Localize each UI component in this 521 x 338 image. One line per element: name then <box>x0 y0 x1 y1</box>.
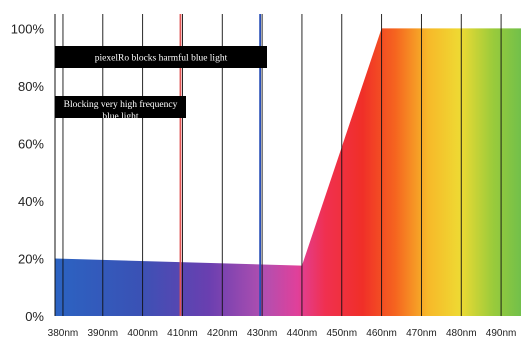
annotation-box <box>55 46 267 68</box>
x-tick-label: 420nm <box>207 328 238 338</box>
y-tick-label: 0% <box>25 309 44 324</box>
series-area-0 <box>55 28 521 317</box>
y-tick-label: 80% <box>18 79 44 94</box>
annotation-1: Blocking very high frequency blue light <box>55 96 186 122</box>
x-tick-label: 480nm <box>446 328 477 338</box>
x-tick-label: 450nm <box>326 328 357 338</box>
x-tick-label: 490nm <box>486 328 517 338</box>
y-tick-label: 100% <box>11 21 45 36</box>
x-tick-label: 440nm <box>287 328 318 338</box>
annotation-text: piexelRo blocks harmful blue light <box>95 53 228 64</box>
y-tick-label: 20% <box>18 251 44 266</box>
annotation-0: piexelRo blocks harmful blue light <box>55 46 267 68</box>
x-tick-label: 460nm <box>366 328 397 338</box>
annotation-box <box>55 96 186 118</box>
x-tick-label: 470nm <box>406 328 437 338</box>
y-tick-label: 40% <box>18 194 44 209</box>
annotation-text: Blocking very high frequency blue light <box>64 99 178 122</box>
y-tick-label: 60% <box>18 136 44 151</box>
x-tick-label: 430nm <box>247 328 278 338</box>
x-tick-label: 400nm <box>127 328 158 338</box>
x-tick-label: 380nm <box>48 328 79 338</box>
x-tick-label: 390nm <box>88 328 119 338</box>
x-tick-label: 410nm <box>167 328 198 338</box>
